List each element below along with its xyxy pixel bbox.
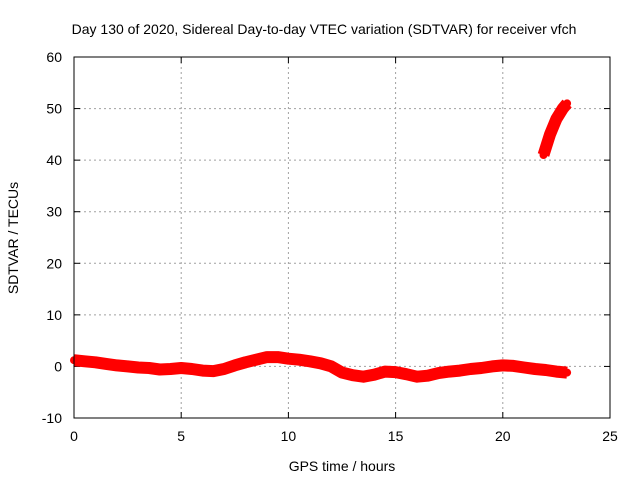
data-point xyxy=(220,365,229,373)
data-point xyxy=(230,361,239,370)
x-axis-label: GPS time / hours xyxy=(289,458,396,474)
y-tick-label: -10 xyxy=(42,410,62,426)
data-point xyxy=(370,370,379,379)
data-point xyxy=(155,365,164,374)
data-point xyxy=(198,366,207,375)
data-point xyxy=(423,371,432,380)
y-tick-label: 30 xyxy=(46,204,62,220)
data-point xyxy=(252,355,261,364)
data-point xyxy=(241,358,250,367)
data-point xyxy=(546,130,554,139)
data-point xyxy=(434,369,443,378)
data-point xyxy=(488,362,497,371)
data-point xyxy=(541,366,550,374)
data-point xyxy=(91,358,100,367)
y-tick-label: 60 xyxy=(46,49,62,65)
data-point xyxy=(209,367,218,376)
data-point xyxy=(166,365,175,373)
data-point xyxy=(563,99,572,108)
data-point xyxy=(498,361,507,370)
data-point xyxy=(466,365,475,373)
data-point xyxy=(273,353,282,362)
y-tick-label: 20 xyxy=(46,255,62,271)
data-point xyxy=(145,364,153,372)
data-point xyxy=(80,357,89,366)
y-tick-label: 10 xyxy=(46,307,62,323)
data-point xyxy=(445,367,454,376)
data-point xyxy=(520,363,529,372)
data-point xyxy=(455,366,464,375)
x-tick-label: 15 xyxy=(388,428,404,444)
data-point xyxy=(391,368,400,377)
x-tick-label: 25 xyxy=(602,428,618,444)
data-point xyxy=(509,361,518,370)
data-point xyxy=(295,355,304,364)
data-point xyxy=(552,114,561,123)
plot-frame xyxy=(73,56,611,419)
x-tick-label: 0 xyxy=(70,428,78,444)
data-point xyxy=(563,368,572,377)
data-point xyxy=(477,364,486,372)
data-point xyxy=(348,371,357,380)
data-point xyxy=(102,359,111,368)
data-point xyxy=(531,365,539,373)
x-tick-label: 20 xyxy=(495,428,511,444)
data-point xyxy=(316,359,325,368)
chart-title: Day 130 of 2020, Sidereal Day-to-day VTE… xyxy=(72,21,577,37)
data-point xyxy=(112,361,121,370)
data-point xyxy=(284,354,293,363)
y-tick-label: 50 xyxy=(46,101,62,117)
data-point xyxy=(123,362,132,371)
data-point xyxy=(552,367,561,376)
data-point xyxy=(177,364,186,372)
y-tick-label: 0 xyxy=(54,358,62,374)
data-point xyxy=(402,370,411,379)
data-point xyxy=(539,151,548,159)
data-point xyxy=(338,368,346,377)
series-layer xyxy=(70,99,572,383)
data-point xyxy=(134,363,143,372)
y-axis-label: SDTVAR / TECUs xyxy=(5,182,21,294)
data-point xyxy=(263,353,271,362)
y-tick-label: 40 xyxy=(46,152,62,168)
data-point xyxy=(305,357,314,366)
x-tick-label: 5 xyxy=(177,428,185,444)
x-tick-label: 10 xyxy=(281,428,297,444)
data-point xyxy=(187,365,196,373)
data-point xyxy=(359,372,368,381)
data-point xyxy=(327,362,336,371)
data-point xyxy=(413,372,421,381)
data-point xyxy=(380,367,389,376)
